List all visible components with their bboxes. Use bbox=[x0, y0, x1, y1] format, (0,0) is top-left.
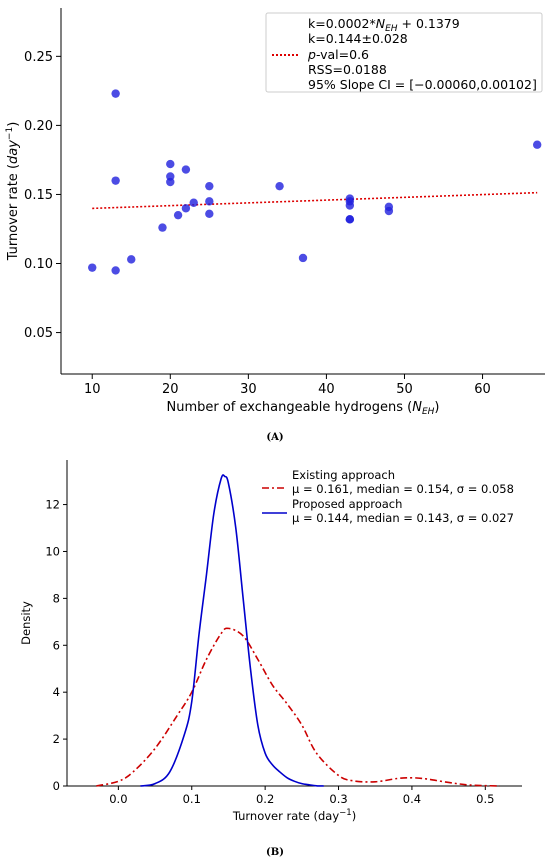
panel-a-points bbox=[88, 89, 542, 275]
panel-a-x-tick-label: 40 bbox=[318, 382, 335, 397]
panel-b-legend: Existing approach μ = 0.161, median = 0.… bbox=[262, 468, 514, 525]
panel-a-x-axis-label: Number of exchangeable hydrogens (NEH) bbox=[167, 400, 440, 417]
panel-b-density-chart: 0.0 0.1 0.2 0.3 0.4 0.5 0 2 4 6 8 10 12 Turnover rat… bbox=[19, 460, 522, 858]
panel-b-legend-proposed-stats: μ = 0.144, median = 0.143, σ = 0.027 bbox=[292, 511, 514, 525]
panel-a-data-point bbox=[173, 210, 183, 220]
panel-a-data-point bbox=[275, 181, 284, 191]
panel-a-fit-line bbox=[92, 191, 538, 210]
panel-a-legend-k: k=0.144±0.028 bbox=[308, 31, 408, 46]
panel-a-data-point bbox=[111, 89, 120, 98]
panel-a-legend-rss: RSS=0.0188 bbox=[308, 62, 387, 77]
panel-b-y-tick-label: 4 bbox=[53, 685, 60, 699]
panel-b-x-tick-label: 0.4 bbox=[403, 792, 421, 806]
panel-a-ticks: 10 20 30 40 50 60 0.05 0.10 0.15 0.20 0.25 bbox=[24, 50, 491, 397]
panel-a-fit-line-path bbox=[92, 191, 538, 210]
panel-a-y-tick-label: 0.10 bbox=[24, 257, 53, 272]
panel-b-x-tick-label: 0.3 bbox=[329, 792, 347, 806]
panel-b-y-tick-label: 12 bbox=[45, 498, 60, 512]
panel-a-x-tick-label: 10 bbox=[84, 382, 101, 397]
panel-b-ticks: 0.0 0.1 0.2 0.3 0.4 0.5 0 2 4 6 8 10 12 bbox=[45, 498, 494, 806]
panel-a-legend-equation: k=0.0002*NEH + 0.1379 bbox=[308, 16, 460, 34]
panel-b-proposed-approach-line bbox=[140, 474, 324, 787]
panel-a-data-point bbox=[127, 255, 136, 264]
panel-b-x-axis-label: Turnover rate (day−1) bbox=[232, 808, 356, 823]
panel-b-x-tick-label: 0.1 bbox=[183, 792, 201, 806]
panel-b-legend-existing-name: Existing approach bbox=[292, 468, 395, 482]
panel-a-data-point bbox=[88, 263, 97, 272]
panel-b-existing-approach-line bbox=[96, 627, 501, 787]
panel-a-data-point bbox=[158, 223, 167, 232]
panel-a-legend: k=0.0002*NEH + 0.1379 k=0.144±0.028 p-va… bbox=[265, 12, 543, 93]
panel-b-x-tick-label: 0.2 bbox=[256, 792, 274, 806]
panel-a-x-tick-label: 60 bbox=[474, 382, 491, 397]
panel-a-data-point bbox=[298, 253, 308, 263]
panel-b-caption: (B) bbox=[266, 847, 284, 858]
panel-a-data-point bbox=[181, 204, 191, 213]
panel-a-data-point bbox=[189, 198, 198, 207]
panel-a-data-point bbox=[384, 206, 394, 216]
panel-b-x-tick-label: 0.5 bbox=[476, 792, 494, 806]
panel-b-legend-proposed-name: Proposed approach bbox=[292, 497, 402, 511]
panel-a-y-tick-label: 0.20 bbox=[24, 119, 53, 134]
panel-a-data-point bbox=[205, 181, 214, 191]
panel-a-legend-ci: 95% Slope CI = [−0.00060,0.00102] bbox=[308, 77, 537, 92]
panel-a-axes bbox=[60, 8, 545, 375]
panel-a-x-tick-label: 30 bbox=[240, 382, 257, 397]
panel-b-y-tick-label: 8 bbox=[53, 591, 60, 605]
panel-b-y-tick-label: 2 bbox=[53, 732, 60, 746]
panel-a-y-tick-label: 0.15 bbox=[24, 188, 53, 203]
panel-a-scatter-chart: 10 20 30 40 50 60 0.05 0.10 0.15 0.20 0.25 Number … bbox=[5, 8, 545, 443]
panel-a-x-tick-label: 50 bbox=[396, 382, 413, 397]
panel-a-y-axis-label: Turnover rate (day−1) bbox=[5, 122, 21, 262]
panel-b-y-tick-label: 6 bbox=[53, 638, 60, 652]
panel-a-data-point bbox=[532, 140, 542, 149]
panel-a-data-point bbox=[205, 209, 214, 218]
panel-a-data-point bbox=[166, 177, 175, 187]
panel-b-legend-existing-stats: μ = 0.161, median = 0.154, σ = 0.058 bbox=[292, 482, 514, 496]
panel-b-y-tick-label: 10 bbox=[45, 544, 60, 558]
panel-b-x-tick-label: 0.0 bbox=[109, 792, 127, 806]
panel-a-y-tick-label: 0.05 bbox=[24, 326, 53, 341]
panel-a-caption: (A) bbox=[266, 432, 283, 443]
panel-a-legend-box bbox=[265, 12, 543, 93]
panel-b-y-axis-label: Density bbox=[19, 601, 33, 645]
panel-a-data-point bbox=[111, 176, 120, 185]
panel-b-density-lines bbox=[96, 474, 501, 787]
panel-a-y-tick-label: 0.25 bbox=[24, 50, 53, 65]
panel-a-x-tick-label: 20 bbox=[162, 382, 179, 397]
panel-a-data-point bbox=[205, 197, 214, 206]
panel-a-data-point bbox=[345, 215, 355, 224]
panel-a-data-point bbox=[345, 201, 355, 210]
panel-a-data-point bbox=[111, 266, 120, 275]
panel-a-data-point bbox=[166, 159, 175, 169]
panel-a-legend-pval: p-val=0.6 bbox=[307, 47, 369, 62]
panel-a-data-point bbox=[181, 165, 191, 174]
panel-b-y-tick-label: 0 bbox=[53, 779, 60, 793]
